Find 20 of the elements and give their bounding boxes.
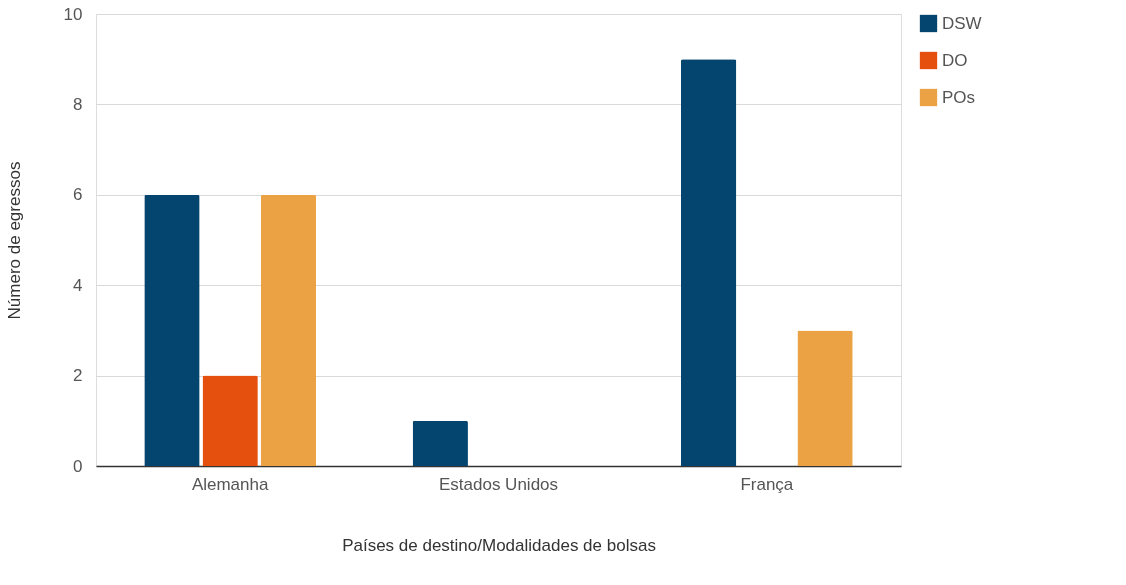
y-tick-label: 4 <box>73 275 83 295</box>
y-tick-label: 8 <box>73 94 83 114</box>
x-tick-label: França <box>740 474 794 494</box>
y-tick-label: 2 <box>73 366 83 386</box>
legend-label: DSW <box>942 13 982 33</box>
bar <box>797 330 853 466</box>
legend-label: POs <box>942 87 976 107</box>
x-tick-label: Alemanha <box>191 474 269 494</box>
y-tick-label: 0 <box>73 456 83 476</box>
x-tick-label: Estados Unidos <box>438 474 559 494</box>
y-axis-title: Número de egressos <box>4 161 24 320</box>
bar <box>260 194 317 466</box>
x-axis-title: Países de destino/Modalidades de bolsas <box>342 535 656 555</box>
legend-label: DO <box>942 50 968 70</box>
bar <box>680 59 737 466</box>
bar <box>412 420 468 466</box>
bar <box>202 375 258 466</box>
bar <box>144 194 200 466</box>
y-tick-label: 6 <box>73 185 83 205</box>
y-tick-label: 10 <box>63 4 83 24</box>
